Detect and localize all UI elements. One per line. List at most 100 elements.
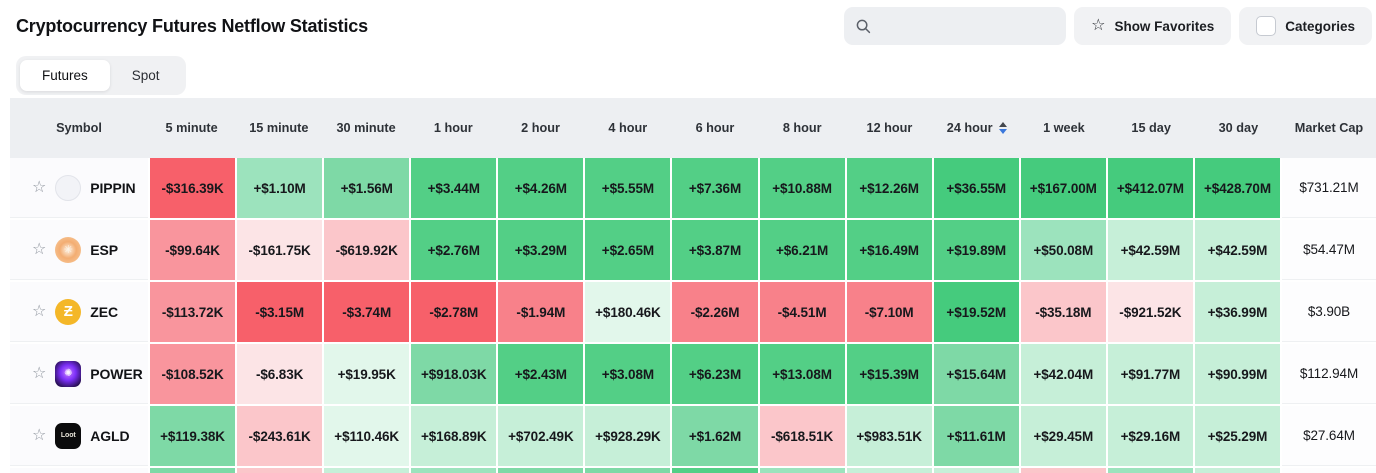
column-header-label: 30 day [1218,121,1259,135]
netflow-cell: +$168.89K [411,406,497,466]
column-header-label: 30 minute [336,121,396,135]
netflow-cell: +$42.59M [1107,220,1193,280]
netflow-cell [846,468,932,473]
netflow-cell: +$6.23M [672,344,758,404]
column-header-15-day[interactable]: 15 day [1108,98,1195,158]
netflow-cell: +$428.70M [1194,158,1280,218]
netflow-cell: +$5.55M [585,158,671,218]
symbol-label: AGLD [90,427,130,444]
netflow-cell: +$412.07M [1107,158,1193,218]
column-header-label: Market Cap [1294,121,1364,135]
market-cap-cell: $27.64M [1281,406,1376,466]
netflow-cell [1020,468,1106,473]
netflow-cell: +$3.87M [672,220,758,280]
netflow-cell: +$167.00M [1020,158,1106,218]
show-favorites-label: Show Favorites [1114,18,1215,34]
table-row-pippin[interactable]: ☆ PIPPIN -$316.39K +$1.10M +$1.56M +$3.44M +$4… [10,158,1376,218]
column-header-label: Symbol [56,121,102,135]
column-header-1-week[interactable]: 1 week [1020,98,1107,158]
column-header-8-hour[interactable]: 8 hour [759,98,846,158]
favorite-star-icon[interactable]: ☆ [32,364,47,382]
table-body: ☆ PIPPIN -$316.39K +$1.10M +$1.56M +$3.44M +$4… [10,158,1376,473]
favorite-star-icon[interactable]: ☆ [32,426,47,444]
netflow-cell: +$110.46K [324,406,410,466]
column-header-24-hour[interactable]: 24 hour [933,98,1020,158]
favorite-star-icon[interactable]: ☆ [32,302,47,320]
symbol-cell[interactable] [10,468,148,473]
netflow-cell [933,468,1019,473]
column-header-12-hour[interactable]: 12 hour [846,98,933,158]
netflow-cell: -$161.75K [237,220,323,280]
netflow-cell: +$13.08M [759,344,845,404]
tab-futures[interactable]: Futures [20,60,110,91]
netflow-cell: +$6.21M [759,220,845,280]
netflow-cell: +$4.26M [498,158,584,218]
market-cap-cell: $3.90B [1281,282,1376,342]
column-header-5-minute[interactable]: 5 minute [148,98,235,158]
zec-coin-icon: Ƶ [55,298,82,325]
netflow-cell: +$1.56M [324,158,410,218]
column-header-label: 12 hour [866,121,913,135]
power-coin-icon: ✺ [55,360,82,387]
table-row-agld[interactable]: ☆ Loot AGLD +$119.38K -$243.61K +$110.46K +$16… [10,406,1376,466]
column-header-label: 1 week [1043,121,1085,135]
column-header-30-day[interactable]: 30 day [1195,98,1282,158]
netflow-cell: -$619.92K [324,220,410,280]
column-header-30-minute[interactable]: 30 minute [322,98,409,158]
netflow-cell: +$2.76M [411,220,497,280]
symbol-label: POWER [90,365,143,382]
table-header-row: Symbol 5 minute 15 minute 30 minute 1 hour 2 … [10,98,1376,158]
column-header-4-hour[interactable]: 4 hour [584,98,671,158]
netflow-cell: -$2.26M [672,282,758,342]
market-cap-cell [1281,468,1376,473]
symbol-cell[interactable]: ☆ PIPPIN [10,158,148,218]
symbol-cell[interactable]: ☆ ✳ ESP [10,220,148,280]
table-row-esp[interactable]: ☆ ✳ ESP -$99.64K -$161.75K -$619.92K +$2.76M +$… [10,220,1376,280]
market-cap-cell: $731.21M [1281,158,1376,218]
favorite-star-icon[interactable]: ☆ [32,240,47,258]
netflow-cell: +$29.45M [1020,406,1106,466]
netflow-cell [324,468,410,473]
netflow-cell: +$29.16M [1107,406,1193,466]
tab-spot[interactable]: Spot [110,60,182,91]
column-header-6-hour[interactable]: 6 hour [671,98,758,158]
symbol-label: ESP [90,241,118,258]
column-header-15-minute[interactable]: 15 minute [235,98,322,158]
show-favorites-button[interactable]: ☆ Show Favorites [1074,7,1232,45]
column-header-label: 15 day [1131,121,1171,135]
symbol-cell[interactable]: ☆ ✺ POWER [10,344,148,404]
column-header-label: 8 hour [782,121,822,135]
favorite-star-icon[interactable]: ☆ [32,178,47,196]
column-header-2-hour[interactable]: 2 hour [497,98,584,158]
table-row-power[interactable]: ☆ ✺ POWER -$108.52K -$6.83K +$19.95K +$918.03K… [10,344,1376,404]
search-input[interactable] [879,18,1056,34]
netflow-cell: +$3.08M [585,344,671,404]
top-controls: ☆ Show Favorites Categories [844,7,1372,45]
page-title: Cryptocurrency Futures Netflow Statistic… [16,15,368,36]
column-header-1-hour[interactable]: 1 hour [410,98,497,158]
column-header-market-cap[interactable]: Market Cap [1282,98,1376,158]
netflow-cell: +$3.44M [411,158,497,218]
categories-checkbox[interactable] [1256,16,1277,36]
netflow-cell [411,468,497,473]
netflow-cell: +$36.55M [933,158,1019,218]
netflow-cell: -$108.52K [150,344,236,404]
categories-button[interactable]: Categories [1239,7,1372,45]
netflow-cell: +$25.29M [1194,406,1280,466]
symbol-cell[interactable]: ☆ Ƶ ZEC [10,282,148,342]
netflow-cell: +$12.26M [846,158,932,218]
netflow-cell [237,468,323,473]
table-row-partial[interactable] [10,468,1376,473]
sort-icon[interactable] [998,122,1007,134]
agld-coin-icon: Loot [55,422,82,449]
search-box[interactable] [844,7,1067,45]
netflow-cell [1107,468,1193,473]
pippin-coin-icon [55,174,82,201]
sort-asc-arrow-icon [998,122,1007,127]
netflow-cell: -$243.61K [237,406,323,466]
netflow-cell: +$928.29K [585,406,671,466]
column-header-symbol[interactable]: Symbol [10,98,148,158]
symbol-cell[interactable]: ☆ Loot AGLD [10,406,148,466]
table-row-zec[interactable]: ☆ Ƶ ZEC -$113.72K -$3.15M -$3.74M -$2.78M -$1.9… [10,282,1376,342]
